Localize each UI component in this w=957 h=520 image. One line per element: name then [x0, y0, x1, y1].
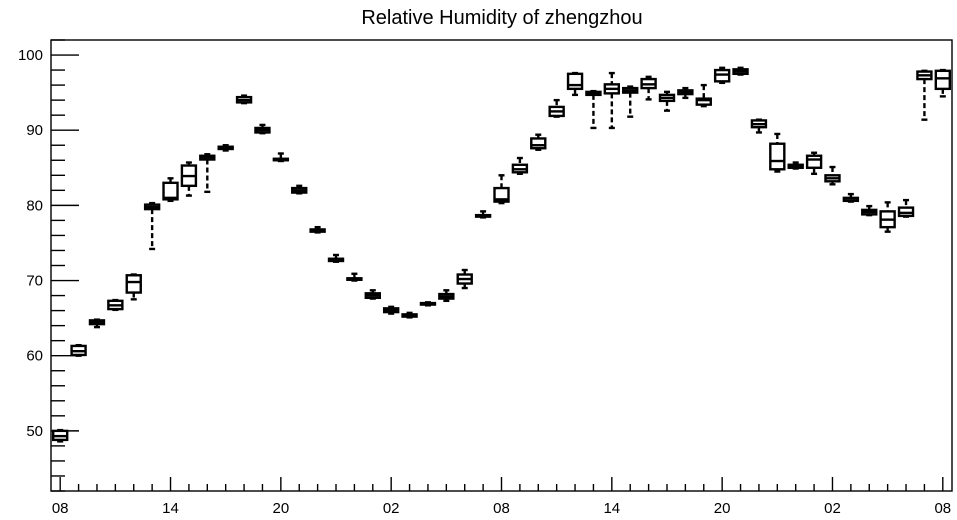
x-tick-label: 02: [824, 500, 841, 517]
box-body: [695, 97, 712, 106]
box-17: [364, 289, 381, 300]
box-32: [640, 75, 657, 101]
plot-area: [51, 66, 952, 443]
y-tick-label: 50: [26, 423, 43, 440]
box-7: [180, 161, 198, 197]
box-8: [199, 153, 216, 194]
box-body: [530, 137, 547, 150]
box-39: [769, 132, 786, 173]
box-47: [916, 69, 933, 121]
box-24: [493, 174, 510, 205]
x-tick-label: 08: [493, 500, 510, 517]
box-33: [658, 90, 676, 112]
box-29: [585, 89, 602, 130]
box-37: [732, 66, 749, 76]
box-25: [511, 156, 529, 175]
box-20: [419, 301, 437, 307]
box-26: [530, 133, 547, 151]
box-body: [566, 72, 584, 91]
box-44: [861, 204, 878, 217]
box-45: [879, 201, 896, 233]
box-31: [622, 85, 639, 118]
box-23: [474, 210, 492, 219]
box-19: [401, 311, 418, 319]
box-6: [162, 177, 179, 203]
box-13: [291, 184, 308, 195]
box-4: [125, 273, 142, 301]
x-tick-label: 20: [714, 500, 731, 517]
y-tick-label: 60: [26, 348, 43, 365]
box-12: [272, 152, 290, 163]
box-36: [713, 66, 731, 85]
chart-title: Relative Humidity of zhengzhou: [361, 7, 642, 29]
box-22: [456, 268, 473, 290]
box-18: [382, 305, 400, 315]
box-46: [897, 198, 915, 218]
box-27: [548, 98, 565, 118]
box-3: [107, 298, 124, 312]
box-2: [88, 318, 106, 329]
box-41: [805, 151, 823, 175]
box-42: [824, 165, 841, 186]
box-5: [143, 201, 161, 251]
box-40: [787, 161, 804, 170]
box-43: [842, 192, 860, 203]
box-38: [750, 118, 768, 134]
box-48: [934, 68, 952, 98]
box-28: [566, 71, 584, 97]
box-body: [769, 142, 786, 171]
x-tick-label: 14: [603, 500, 620, 517]
y-tick-label: 100: [18, 47, 43, 64]
box-1: [70, 343, 87, 357]
x-tick-label: 02: [383, 500, 400, 517]
box-body: [125, 274, 142, 294]
x-tick-label: 14: [162, 500, 179, 517]
box-34: [677, 86, 694, 100]
x-tick-label: 08: [52, 500, 69, 517]
box-body: [934, 69, 952, 91]
box-14: [309, 225, 326, 234]
box-16: [346, 272, 363, 282]
box-body: [162, 181, 179, 201]
box-9: [217, 144, 234, 152]
box-21: [438, 289, 455, 303]
box-30: [603, 71, 621, 130]
box-35: [695, 83, 712, 108]
box-body: [805, 154, 823, 169]
x-tick-label: 20: [273, 500, 290, 517]
box-10: [235, 94, 253, 105]
box-0: [51, 428, 69, 443]
axes: 50 60 70 80 90 100 08 14 20 02 08 14 20 02 08: [18, 39, 953, 517]
box-11: [254, 123, 271, 135]
y-tick-label: 90: [26, 122, 43, 139]
y-tick-label: 80: [26, 197, 43, 214]
y-tick-label: 70: [26, 273, 43, 290]
x-tick-label: 08: [934, 500, 951, 517]
box-15: [327, 253, 345, 263]
plot-frame: [50, 39, 953, 492]
